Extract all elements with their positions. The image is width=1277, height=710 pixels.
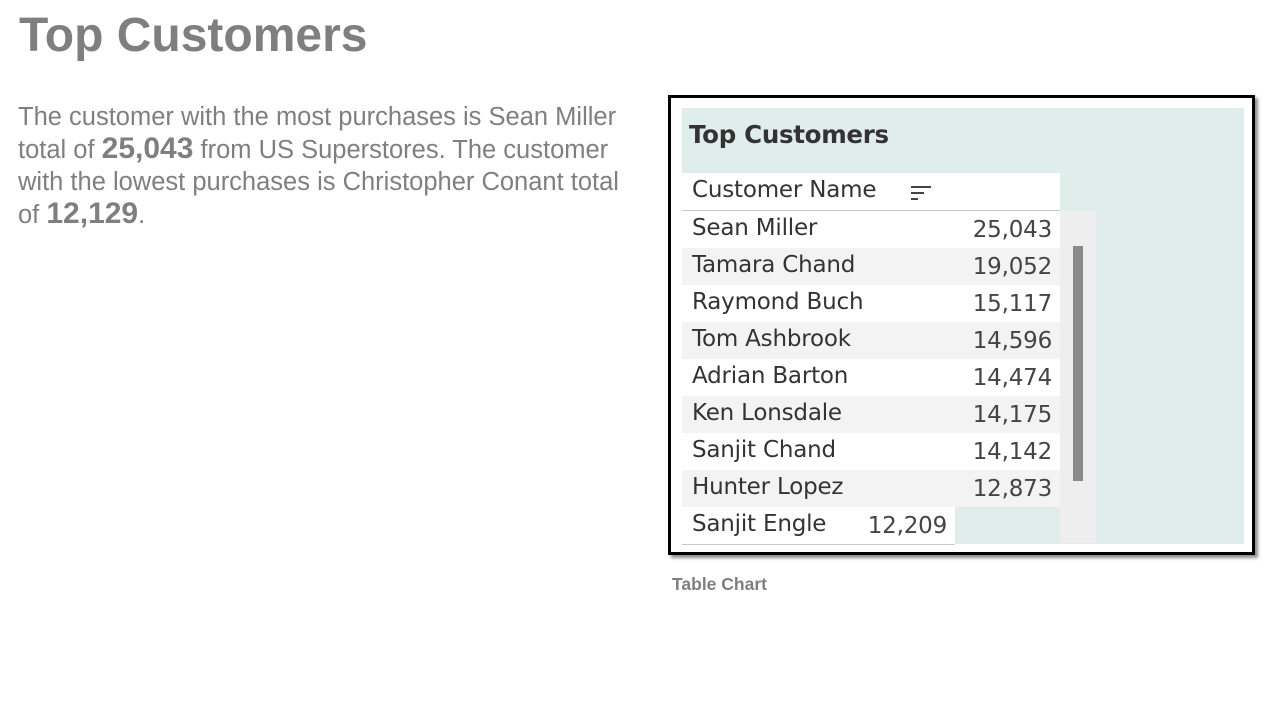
customer-name-cell: Sean Miller [692, 215, 818, 241]
purchase-value-cell: 12,209 [867, 513, 947, 539]
customer-name-cell: Ken Lonsdale [692, 400, 842, 426]
customer-name-cell: Tamara Chand [692, 252, 856, 278]
column-header-customer-name[interactable]: Customer Name [692, 177, 877, 203]
table-row[interactable]: Sanjit Chand 14,142 [682, 433, 1060, 470]
table-row[interactable]: Raymond Buch 15,117 [682, 285, 1060, 322]
table-row[interactable]: Hunter Lopez 12,873 [682, 470, 1060, 507]
scrollbar-thumb[interactable] [1073, 246, 1083, 481]
purchase-value-cell: 12,873 [972, 476, 1052, 502]
customer-name-cell: Hunter Lopez [692, 474, 844, 500]
table-row[interactable]: Sanjit Engle 12,209 [682, 507, 955, 545]
customer-name-cell: Tom Ashbrook [692, 326, 851, 352]
slide-title: Top Customers [19, 9, 368, 62]
lowest-purchase-value: 12,129 [46, 197, 139, 230]
purchase-value-cell: 14,596 [972, 328, 1052, 354]
table-header: Customer Name [682, 173, 1060, 211]
purchase-value-cell: 19,052 [972, 254, 1052, 280]
purchase-value-cell: 15,117 [972, 291, 1052, 317]
customer-name-cell: Raymond Buch [692, 289, 864, 315]
purchase-value-cell: 14,142 [972, 439, 1052, 465]
customer-name-cell: Adrian Barton [692, 363, 849, 389]
table-row[interactable]: Sean Miller 25,043 [682, 211, 1060, 248]
purchase-value-cell: 14,474 [972, 365, 1052, 391]
top-purchase-value: 25,043 [101, 132, 194, 165]
table-row[interactable]: Tom Ashbrook 14,596 [682, 322, 1060, 359]
table-row[interactable]: Adrian Barton 14,474 [682, 359, 1060, 396]
dashboard-screenshot-frame: Top Customers Customer Name Sean Miller 2… [668, 95, 1255, 555]
sort-descending-icon[interactable] [911, 186, 931, 202]
customer-name-cell: Sanjit Engle [692, 511, 827, 537]
description-part1: The customer with the most purchases is … [18, 103, 617, 164]
purchase-value-cell: 14,175 [972, 402, 1052, 428]
table-row[interactable]: Tamara Chand 19,052 [682, 248, 1060, 285]
chart-caption: Table Chart [672, 574, 767, 594]
customer-table: Customer Name Sean Miller 25,043 Tamara Ch… [682, 173, 1060, 545]
customer-name-cell: Sanjit Chand [692, 437, 836, 463]
dashboard-title: Top Customers [689, 120, 889, 149]
description-text: The customer with the most purchases is … [18, 101, 633, 231]
description-part2: from US Superstores. The customer with t… [18, 136, 619, 229]
table-row[interactable]: Ken Lonsdale 14,175 [682, 396, 1060, 433]
purchase-value-cell: 25,043 [972, 217, 1052, 243]
description-part3: . [138, 201, 146, 229]
